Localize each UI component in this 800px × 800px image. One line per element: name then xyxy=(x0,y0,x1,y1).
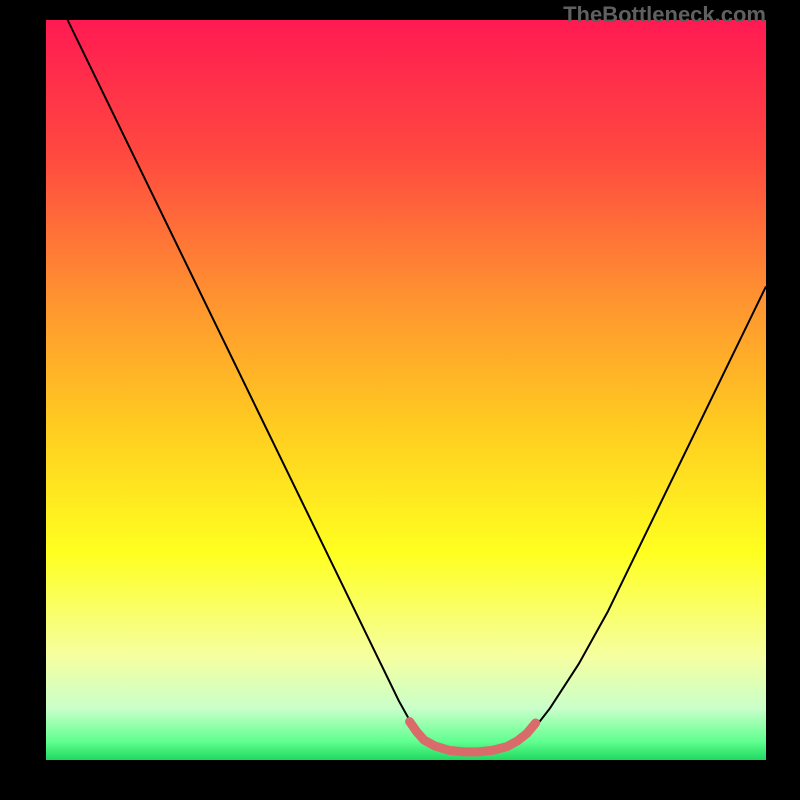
watermark-text: TheBottleneck.com xyxy=(563,2,766,28)
chart-gradient-background xyxy=(46,20,766,760)
bottleneck-curve-chart xyxy=(0,0,800,800)
chart-container: TheBottleneck.com xyxy=(0,0,800,800)
